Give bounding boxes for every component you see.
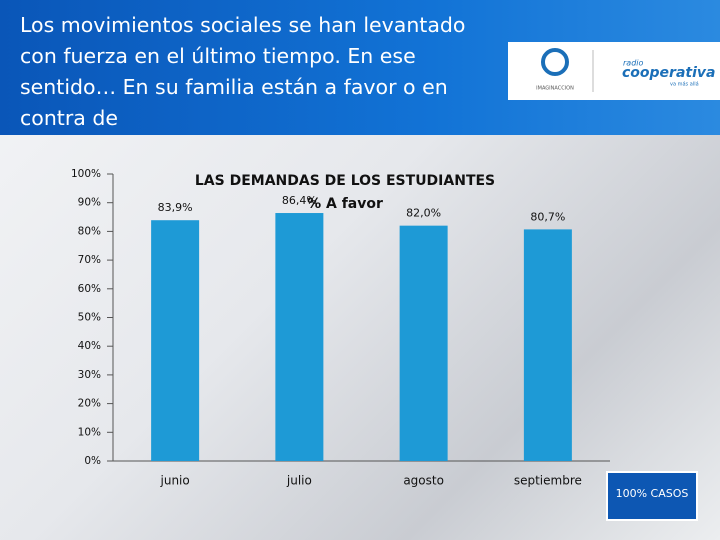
legend-entry: % A favor <box>307 196 383 212</box>
value-label: 80,7% <box>530 210 565 223</box>
logo-text: va más allá <box>670 81 699 88</box>
x-tick-label: julio <box>286 474 312 488</box>
value-label: 86,4% <box>282 194 317 207</box>
logo-text: IMAGINACCION <box>536 86 574 92</box>
value-label: 82,0% <box>406 207 441 220</box>
y-tick-label: 90% <box>78 197 101 209</box>
y-tick-label: 100% <box>71 168 101 180</box>
y-tick-label: 40% <box>78 340 101 352</box>
chart-title: LAS DEMANDAS DE LOS ESTUDIANTES <box>195 173 495 189</box>
value-label: 83,9% <box>158 201 193 214</box>
y-tick-label: 70% <box>78 254 101 266</box>
bar <box>151 220 200 461</box>
y-tick-label: 60% <box>78 283 101 295</box>
x-tick-label: septiembre <box>514 474 582 488</box>
logo-brand: cooperativa <box>622 65 715 81</box>
logo-box <box>508 42 720 100</box>
bar <box>523 229 572 461</box>
slide-title: Los movimientos sociales se han levantad… <box>20 13 466 130</box>
logo-icon <box>541 48 569 76</box>
y-tick-label: 20% <box>78 398 101 410</box>
logo-text: radio <box>623 59 643 68</box>
y-tick-label: 0% <box>84 455 101 467</box>
footer-box <box>606 471 698 521</box>
y-tick-label: 50% <box>78 312 101 324</box>
x-tick-label: junio <box>160 474 190 488</box>
x-tick-label: agosto <box>403 474 444 488</box>
y-tick-label: 10% <box>78 426 101 438</box>
y-tick-label: 30% <box>78 369 101 381</box>
bar <box>399 225 448 461</box>
footer-note: 100% CASOS <box>616 487 689 500</box>
y-tick-label: 80% <box>78 225 101 237</box>
bar <box>275 213 324 461</box>
